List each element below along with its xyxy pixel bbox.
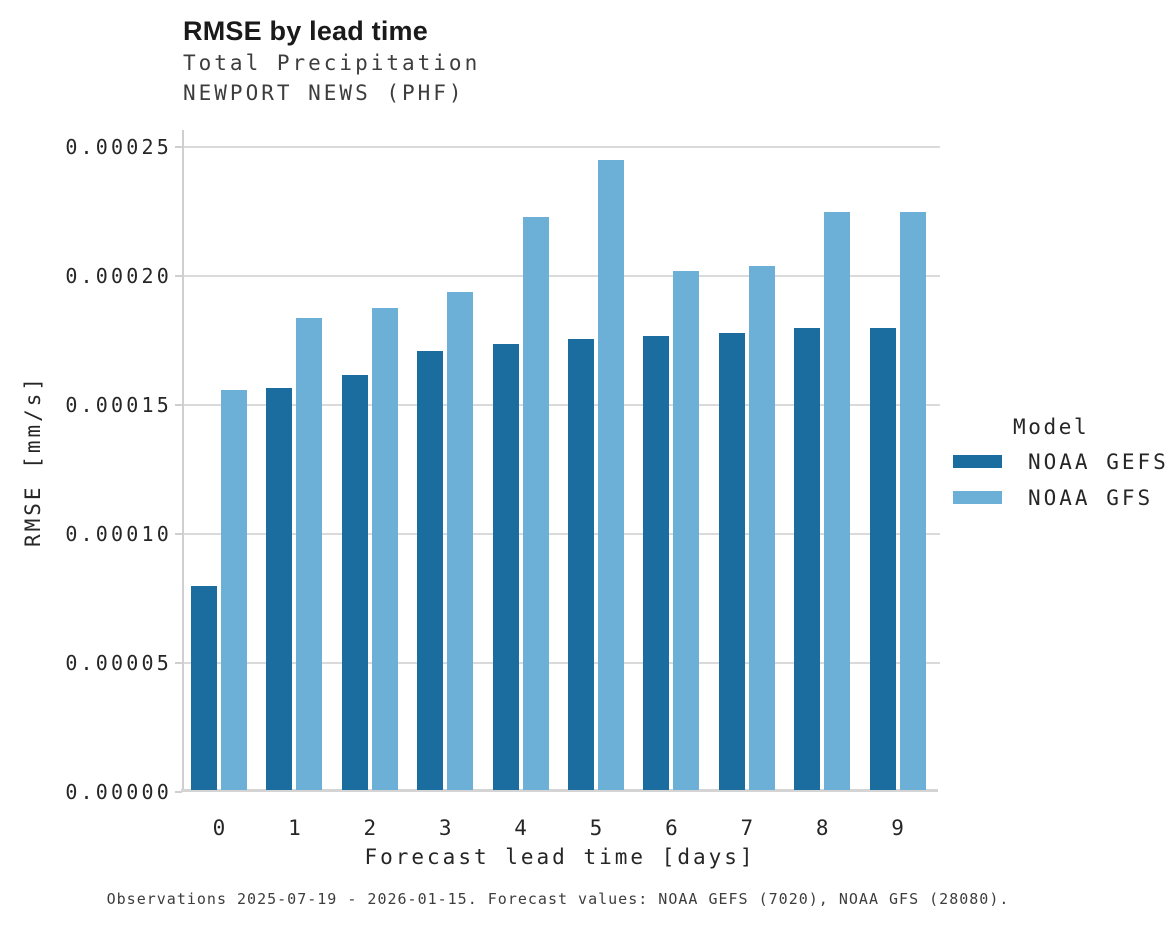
bar-noaa-gefs	[568, 338, 594, 790]
caption: Observations 2025-07-19 - 2026-01-15. Fo…	[106, 890, 1010, 908]
y-tick-label: 0.00000	[65, 780, 172, 804]
legend-entry-gefs: NOAA GEFS	[953, 445, 1169, 478]
y-axis-spine	[182, 130, 184, 792]
x-tick-label: 8	[815, 816, 829, 840]
x-tick-label: 6	[665, 816, 678, 840]
y-gridline	[184, 146, 940, 148]
y-tick-mark	[175, 533, 182, 535]
x-tick-label: 5	[589, 816, 603, 840]
bar-noaa-gfs	[447, 292, 474, 790]
bar-noaa-gfs	[371, 307, 398, 790]
y-gridline	[184, 275, 940, 277]
legend-label-gefs: NOAA GEFS	[1028, 449, 1169, 474]
y-gridline	[184, 533, 940, 535]
y-gridline	[184, 404, 940, 406]
bar-noaa-gefs	[266, 387, 293, 790]
y-tick-mark	[175, 404, 182, 406]
bar-noaa-gefs	[643, 335, 670, 790]
bar-noaa-gefs	[341, 374, 368, 790]
x-tick-label: 1	[288, 816, 301, 840]
x-tick-label: 0	[212, 816, 226, 840]
x-tick-label: 7	[740, 816, 754, 840]
bar-noaa-gefs	[869, 328, 896, 790]
y-tick-mark	[175, 146, 182, 148]
gefs-color-swatch	[953, 455, 1002, 468]
y-tick-label: 0.00020	[65, 264, 172, 288]
bar-noaa-gfs	[598, 160, 624, 790]
y-tick-mark	[175, 791, 182, 793]
bar-noaa-gfs	[296, 317, 323, 790]
y-tick-label: 0.00015	[65, 393, 172, 417]
bar-noaa-gfs	[522, 217, 549, 790]
x-tick-label: 2	[363, 816, 377, 840]
y-axis-title: RMSE [mm/s]	[21, 374, 45, 548]
bar-noaa-gefs	[191, 586, 217, 790]
bar-noaa-gfs	[824, 212, 851, 790]
x-axis-spine	[181, 789, 938, 792]
gfs-color-swatch	[953, 491, 1002, 504]
chart-title: RMSE by lead time	[183, 16, 428, 46]
legend-label-gfs: NOAA GFS	[1028, 485, 1154, 510]
legend-entry-gfs: NOAA GFS	[953, 481, 1169, 514]
y-tick-mark	[175, 662, 182, 664]
y-tick-label: 0.00025	[65, 135, 172, 159]
chart-subtitle-station: NEWPORT NEWS (PHF)	[183, 81, 465, 105]
bar-noaa-gfs	[221, 390, 247, 790]
x-axis-title: Forecast lead time [days]	[364, 845, 756, 869]
bar-noaa-gefs	[794, 328, 821, 790]
bar-noaa-gefs	[718, 333, 745, 790]
bar-noaa-gfs	[673, 271, 700, 790]
title-block: RMSE by lead time Total Precipitation NE…	[183, 14, 480, 108]
x-tick-label: 4	[514, 816, 527, 840]
legend: Model NOAA GEFS NOAA GFS	[953, 412, 1169, 514]
bar-noaa-gfs	[899, 212, 926, 790]
bar-noaa-gefs	[492, 343, 519, 790]
x-tick-label: 9	[891, 816, 904, 840]
x-tick-label: 3	[438, 816, 452, 840]
y-tick-label: 0.00005	[65, 651, 172, 675]
y-tick-label: 0.00010	[65, 522, 172, 546]
bar-noaa-gefs	[417, 351, 444, 790]
legend-title: Model	[1013, 415, 1090, 439]
plot-area: 0.00000 0.00005 0.00010 0.00015 0.00020 0.000…	[65, 130, 940, 840]
chart-subtitle-variable: Total Precipitation	[183, 51, 481, 75]
bar-noaa-gfs	[748, 266, 775, 790]
y-gridline	[184, 662, 940, 664]
y-tick-mark	[175, 275, 182, 277]
